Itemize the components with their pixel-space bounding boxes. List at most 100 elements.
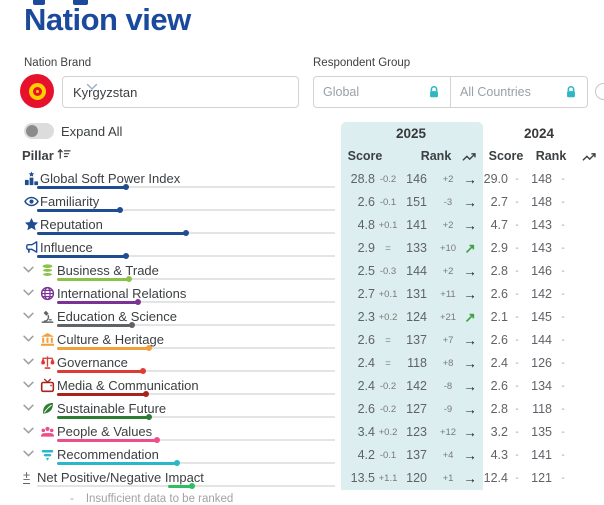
no-change-dash: - xyxy=(515,427,519,438)
table-row[interactable]: International Relations 2.7 +0.1 131 +11 2.6-… xyxy=(0,283,604,306)
trend-flat-arrow-icon: → xyxy=(463,333,477,348)
rank-2025: 120 xyxy=(406,471,427,485)
rank-2024: 148 xyxy=(531,195,552,209)
score-change-2025: = xyxy=(385,335,391,346)
table-row[interactable]: ± Net Positive/Negative Impact 13.5 +1.1 120… xyxy=(0,467,604,490)
table-row[interactable]: Recommendation 4.2 -0.1 137 +4 4.3-141- → xyxy=(0,444,604,467)
rank-change-2025: +2 xyxy=(442,266,454,277)
rank-2025: 137 xyxy=(406,333,427,347)
no-change-dash: - xyxy=(515,174,519,185)
year-2025-header: 2025 xyxy=(395,126,427,141)
table-row[interactable]: Governance 2.4 = 118 +8 2.4-126- → xyxy=(0,352,604,375)
footnote-dash: - xyxy=(70,493,74,505)
chevron-down-icon[interactable] xyxy=(23,381,34,388)
nation-brand-select[interactable]: Kyrgyzstan xyxy=(62,76,299,108)
chevron-down-icon[interactable] xyxy=(23,312,34,319)
pillar-label: Governance xyxy=(57,354,128,370)
chevron-down-icon[interactable] xyxy=(23,289,34,296)
pillar-column-header[interactable]: Pillar xyxy=(22,147,71,163)
score-bar-track xyxy=(57,415,335,419)
pillar-label: Familiarity xyxy=(40,193,100,209)
respondent-countries-select[interactable]: All Countries xyxy=(450,77,587,107)
respondent-global-select[interactable]: Global xyxy=(314,77,450,107)
rank-change-2025: +1 xyxy=(442,473,454,484)
no-change-dash: - xyxy=(515,404,519,415)
table-row[interactable]: Familiarity 2.6 -0.1 151 -3 2.7-148- → xyxy=(0,191,604,214)
score-bar-fill xyxy=(37,208,121,212)
table-row[interactable]: Sustainable Future 2.6 -0.2 127 -9 2.8-118- → xyxy=(0,398,604,421)
megaphone-icon xyxy=(24,240,39,255)
rank-2024: 144 xyxy=(531,333,552,347)
no-change-dash: - xyxy=(561,174,565,185)
table-row[interactable]: Media & Communication 2.4 -0.2 142 -8 2.6-134… xyxy=(0,375,604,398)
score-bar-fill xyxy=(57,346,149,350)
rank-2025: 123 xyxy=(406,425,427,439)
score-bar-track xyxy=(57,369,335,373)
score-2024: 2.6 xyxy=(490,379,508,393)
no-change-dash: - xyxy=(515,197,519,208)
score-2025: 2.6 xyxy=(357,195,375,209)
table-row[interactable]: Influence 2.9 = 133 +10 2.9-143- ↗ xyxy=(0,237,604,260)
table-row[interactable]: Education & Science 2.3 +0.2 124 +21 2.1-145-… xyxy=(0,306,604,329)
chevron-down-icon[interactable] xyxy=(23,404,34,411)
no-change-dash: - xyxy=(561,427,565,438)
table-row[interactable]: People & Values 3.4 +0.2 123 +12 3.2-135- → xyxy=(0,421,604,444)
table-row[interactable]: Culture & Heritage 2.6 = 137 +7 2.6-144- → xyxy=(0,329,604,352)
pillar-label: Global Soft Power Index xyxy=(40,170,181,186)
score-change-2025: = xyxy=(385,358,391,369)
expand-all-toggle[interactable] xyxy=(24,123,54,139)
chevron-down-icon[interactable] xyxy=(23,266,34,273)
score-bar-fill xyxy=(57,369,144,373)
no-change-dash: - xyxy=(515,335,519,346)
score-2025: 2.3 xyxy=(357,310,375,324)
trend-flat-arrow-icon: → xyxy=(463,448,477,463)
trend-column-icon xyxy=(462,151,477,163)
no-change-dash: - xyxy=(515,358,519,369)
no-change-dash: - xyxy=(515,312,519,323)
eye-icon xyxy=(24,194,39,209)
cutoff-artifact xyxy=(73,0,88,5)
score-2025: 2.4 xyxy=(357,356,375,370)
rank-change-2025: +10 xyxy=(439,243,457,254)
table-row[interactable]: Business & Trade 2.5 -0.3 144 +2 2.8-146- → xyxy=(0,260,604,283)
chevron-down-icon[interactable] xyxy=(23,335,34,342)
museum-icon xyxy=(40,332,55,347)
pillar-label: Business & Trade xyxy=(57,262,159,278)
no-change-dash: - xyxy=(561,220,565,231)
no-change-dash: - xyxy=(561,358,565,369)
pillar-label: Influence xyxy=(40,239,93,255)
pillar-label: Sustainable Future xyxy=(57,400,167,416)
nation-brand-label: Nation Brand xyxy=(24,57,92,69)
globe-icon xyxy=(40,286,55,301)
score-bar-track xyxy=(57,323,335,327)
score-bar-track xyxy=(37,231,335,235)
pillar-label: Culture & Heritage xyxy=(57,331,164,347)
rank-2025: 127 xyxy=(406,402,427,416)
score-2024: 2.6 xyxy=(490,333,508,347)
page-title: Nation view xyxy=(24,2,191,37)
no-change-dash: - xyxy=(515,289,519,300)
cutoff-artifact xyxy=(33,0,45,5)
pillar-label: People & Values xyxy=(57,423,153,439)
chevron-down-icon[interactable] xyxy=(23,450,34,457)
table-row[interactable]: Reputation 4.8 +0.1 141 +2 4.7-143- → xyxy=(0,214,604,237)
rank-2025: 133 xyxy=(406,241,427,255)
rank-2025: 141 xyxy=(406,218,427,232)
kyrgyzstan-flag-icon xyxy=(20,74,54,108)
score-2025: 3.4 xyxy=(357,425,375,439)
respondent-group-selects: Global All Countries xyxy=(313,76,588,108)
chevron-down-icon[interactable] xyxy=(23,427,34,434)
rank-2024: 145 xyxy=(531,310,552,324)
chevron-down-icon[interactable] xyxy=(23,358,34,365)
score-bar-track xyxy=(37,208,335,212)
rank-change-2025: +4 xyxy=(442,450,454,461)
rank-2025: 151 xyxy=(406,195,427,209)
rank-change-2025: +2 xyxy=(442,174,454,185)
score-2024: 4.3 xyxy=(490,448,508,462)
score-2024: 2.8 xyxy=(490,402,508,416)
table-row[interactable]: Global Soft Power Index 28.8 -0.2 146 +2 29.0… xyxy=(0,168,604,191)
rank-2025: 118 xyxy=(407,356,427,370)
score-bar-track xyxy=(57,300,335,304)
respondent-group-label: Respondent Group xyxy=(313,57,411,69)
score-bar-track xyxy=(37,484,335,488)
